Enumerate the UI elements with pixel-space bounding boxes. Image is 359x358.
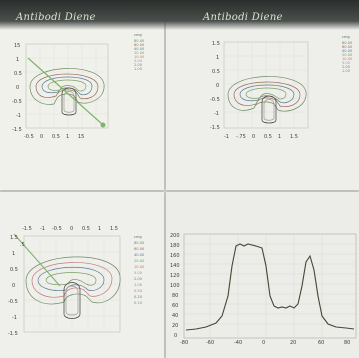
svg-text:5.00: 5.00	[134, 59, 143, 63]
svg-text:15: 15	[14, 43, 20, 49]
svg-text:-1: -1	[12, 315, 17, 321]
svg-text:2.00: 2.00	[342, 65, 351, 69]
svg-text:180: 180	[170, 243, 180, 249]
svg-text:-1: -1	[224, 134, 229, 140]
svg-text:1.5: 1.5	[10, 235, 18, 241]
svg-text:-0.5: -0.5	[210, 97, 220, 103]
dark-top-edge	[0, 0, 359, 30]
svg-text:10.00: 10.00	[134, 265, 145, 269]
svg-text:cmg: cmg	[134, 33, 142, 37]
svg-text:20: 20	[172, 323, 178, 329]
svg-text:-1.5: -1.5	[8, 331, 18, 337]
svg-text:1: 1	[12, 251, 15, 257]
svg-text:1.5: 1.5	[290, 134, 298, 140]
svg-text:5.00: 5.00	[134, 271, 143, 275]
svg-text:-1.5: -1.5	[12, 127, 22, 133]
svg-text:1: 1	[16, 57, 19, 63]
svg-text:0.50: 0.50	[134, 289, 143, 293]
svg-text:20.00: 20.00	[134, 259, 145, 263]
svg-text:-1: -1	[40, 226, 45, 232]
line-plot-bottom-right: 200 180 160 140 120 100 80 60 40 20 0 -8…	[170, 233, 357, 346]
svg-text:-40: -40	[234, 340, 242, 346]
svg-text:-1: -1	[214, 111, 219, 117]
svg-text:80: 80	[172, 293, 178, 299]
paper-sheet-bottom-right	[166, 192, 359, 358]
svg-text:1.00: 1.00	[134, 283, 143, 287]
svg-text:60.00: 60.00	[134, 43, 145, 47]
svg-text:200: 200	[170, 233, 180, 239]
svg-text:160: 160	[170, 253, 180, 259]
svg-text:10.00: 10.00	[342, 57, 353, 61]
svg-text:cmg: cmg	[342, 35, 350, 39]
svg-text:80: 80	[344, 340, 350, 346]
svg-text:1: 1	[278, 134, 281, 140]
svg-text:60.00: 60.00	[342, 45, 353, 49]
svg-text:60: 60	[172, 303, 178, 309]
svg-text:1: 1	[98, 226, 101, 232]
svg-text:cmg: cmg	[134, 235, 142, 239]
svg-text:0: 0	[40, 134, 43, 140]
svg-text:0: 0	[16, 85, 19, 91]
svg-text:20.00: 20.00	[342, 53, 353, 57]
svg-text:40.00: 40.00	[134, 47, 145, 51]
svg-text:-0.5: -0.5	[52, 226, 62, 232]
contour-plot-top-left: 15 1 0.5 0 -0.5 -1 -1.5 -0.5 0 0.5 1 15 …	[12, 33, 145, 140]
svg-text:100: 100	[170, 283, 180, 289]
svg-text:0.20: 0.20	[134, 295, 143, 299]
svg-text:-1.5: -1.5	[22, 226, 32, 232]
svg-text:40: 40	[172, 313, 178, 319]
svg-text:120: 120	[170, 273, 180, 279]
svg-text:60: 60	[318, 340, 324, 346]
svg-text:0.5: 0.5	[10, 267, 18, 273]
svg-text:0: 0	[70, 226, 73, 232]
svg-text:-0.5: -0.5	[8, 299, 18, 305]
svg-text:0: 0	[174, 333, 177, 339]
svg-text:1.00: 1.00	[342, 69, 351, 73]
svg-text:2.00: 2.00	[134, 277, 143, 281]
svg-text:80.00: 80.00	[134, 39, 145, 43]
svg-text:0: 0	[262, 340, 265, 346]
svg-text:40.00: 40.00	[342, 49, 353, 53]
svg-text:-1: -1	[16, 113, 21, 119]
handwritten-label-right: Antibodi Diene	[203, 12, 283, 23]
svg-text:60.00: 60.00	[134, 247, 145, 251]
svg-text:80.00: 80.00	[134, 241, 145, 245]
svg-text:-80: -80	[180, 340, 188, 346]
contour-plot-top-right: 1.5 1 0.5 0 -0.5 -1 -1.5 -1 -.75 0 0.5 1…	[210, 35, 353, 140]
svg-text:1.5: 1.5	[212, 41, 220, 47]
svg-text:20: 20	[290, 340, 296, 346]
svg-text:1.00: 1.00	[134, 67, 143, 71]
svg-text:-0.5: -0.5	[12, 99, 22, 105]
svg-text:-0.5: -0.5	[24, 134, 34, 140]
svg-text:-1.5: -1.5	[210, 125, 220, 131]
svg-text:2.00: 2.00	[134, 63, 143, 67]
svg-text:-.75: -.75	[236, 134, 246, 140]
svg-text:0.5: 0.5	[14, 71, 22, 77]
contour-plot-bottom-left: 1.5 1 0.5 0 -0.5 -1 -1.5 .5 -1.5 -1 -0.5…	[8, 226, 145, 337]
svg-text:0.5: 0.5	[212, 69, 220, 75]
svg-text:0: 0	[252, 134, 255, 140]
svg-text:80.00: 80.00	[342, 41, 353, 45]
svg-text:0.5: 0.5	[52, 134, 60, 140]
svg-text:40.00: 40.00	[134, 253, 145, 257]
svg-text:0.5: 0.5	[82, 226, 90, 232]
svg-text:0.5: 0.5	[264, 134, 272, 140]
svg-text:140: 140	[170, 263, 180, 269]
svg-text:0: 0	[12, 283, 15, 289]
svg-text:-60: -60	[206, 340, 214, 346]
svg-text:15: 15	[78, 134, 84, 140]
handwritten-label-left: Antibodi Diene	[16, 12, 96, 23]
svg-text:0: 0	[216, 83, 219, 89]
svg-text:.5: .5	[20, 242, 25, 248]
svg-text:1: 1	[66, 134, 69, 140]
svg-text:5.00: 5.00	[342, 61, 351, 65]
svg-text:20.00: 20.00	[134, 51, 145, 55]
svg-text:0.10: 0.10	[134, 301, 143, 305]
svg-text:1: 1	[216, 55, 219, 61]
svg-text:1.5: 1.5	[110, 226, 118, 232]
svg-text:10.00: 10.00	[134, 55, 145, 59]
